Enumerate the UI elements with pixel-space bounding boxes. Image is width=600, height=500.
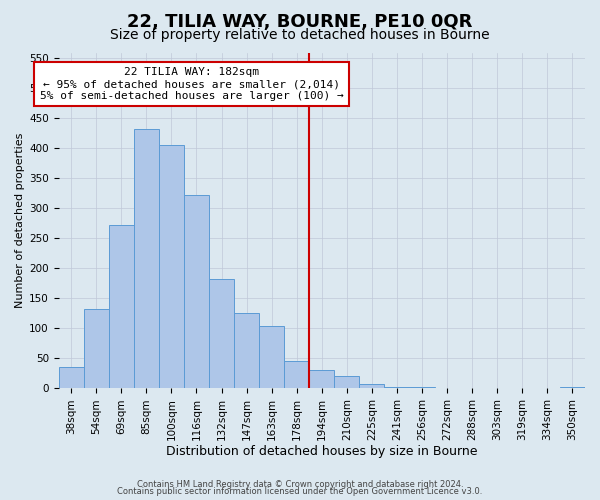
Bar xyxy=(309,370,334,388)
Bar xyxy=(359,384,385,388)
Bar xyxy=(284,361,309,388)
Bar xyxy=(184,194,209,388)
Bar xyxy=(234,314,259,388)
Bar xyxy=(209,278,234,388)
Bar xyxy=(109,226,134,388)
Bar xyxy=(84,308,109,388)
Y-axis label: Number of detached properties: Number of detached properties xyxy=(15,133,25,308)
Text: Size of property relative to detached houses in Bourne: Size of property relative to detached ho… xyxy=(110,28,490,42)
Text: 22, TILIA WAY, BOURNE, PE10 0QR: 22, TILIA WAY, BOURNE, PE10 0QR xyxy=(127,12,473,30)
Text: 22 TILIA WAY: 182sqm
← 95% of detached houses are smaller (2,014)
5% of semi-det: 22 TILIA WAY: 182sqm ← 95% of detached h… xyxy=(40,68,343,100)
Bar xyxy=(134,130,159,388)
Bar xyxy=(334,376,359,388)
X-axis label: Distribution of detached houses by size in Bourne: Distribution of detached houses by size … xyxy=(166,444,478,458)
Bar xyxy=(159,146,184,388)
Bar xyxy=(59,368,84,388)
Text: Contains HM Land Registry data © Crown copyright and database right 2024.: Contains HM Land Registry data © Crown c… xyxy=(137,480,463,489)
Text: Contains public sector information licensed under the Open Government Licence v3: Contains public sector information licen… xyxy=(118,487,482,496)
Bar xyxy=(259,326,284,388)
Bar xyxy=(385,386,410,388)
